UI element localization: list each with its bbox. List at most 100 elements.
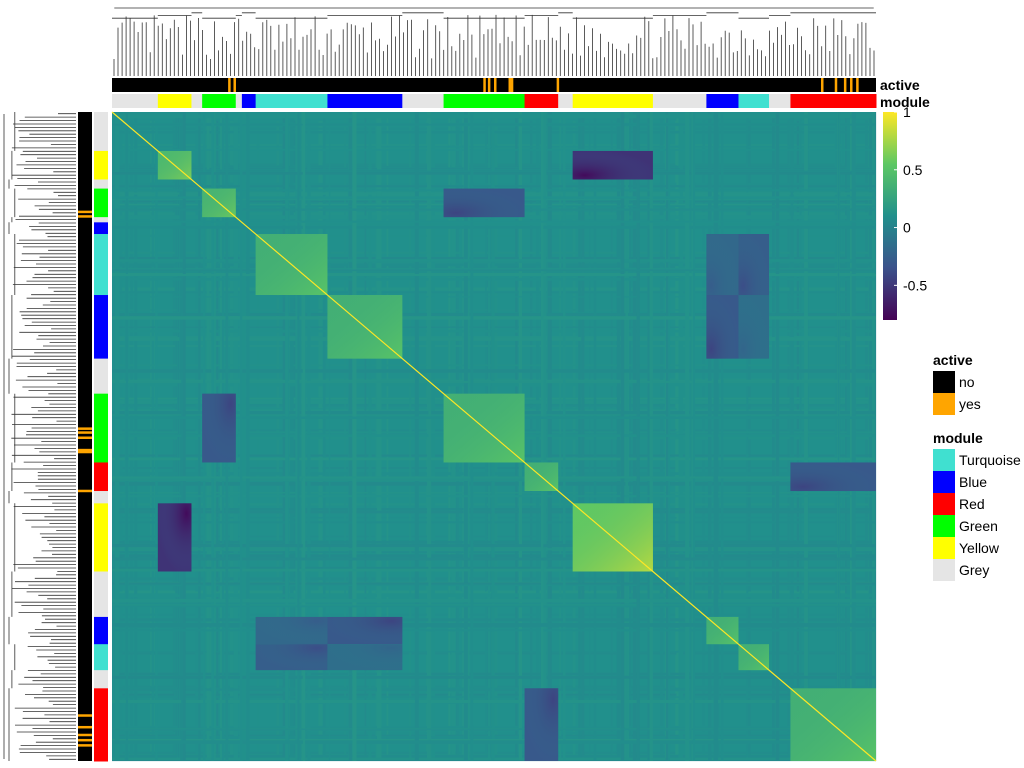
heatmap-texture-col bbox=[364, 112, 367, 761]
top-module-segment-grey bbox=[402, 94, 445, 108]
left-active-yes-mark bbox=[78, 489, 92, 493]
heatmap-texture-row bbox=[112, 544, 876, 548]
heatmap-texture-col bbox=[685, 112, 690, 761]
heatmap-texture-row bbox=[112, 171, 876, 174]
heatmap-texture-row bbox=[112, 337, 876, 341]
heatmap-texture-col bbox=[307, 112, 311, 761]
heatmap-texture-row bbox=[112, 267, 876, 271]
left-module-segment-turquoise bbox=[94, 234, 108, 296]
top-module-segment-blue bbox=[241, 94, 257, 108]
heatmap-texture-row bbox=[112, 693, 876, 696]
heatmap-texture-row bbox=[112, 521, 876, 524]
heatmap-texture-col bbox=[632, 112, 637, 761]
heatmap-texture-col bbox=[679, 112, 683, 761]
legend-swatch-red bbox=[933, 493, 955, 515]
heatmap-texture-col bbox=[179, 112, 182, 761]
heatmap-texture-row bbox=[112, 472, 876, 476]
heatmap-texture-col bbox=[647, 112, 652, 761]
colorbar-gradient bbox=[883, 112, 897, 320]
left-module-segment-grey bbox=[94, 358, 108, 395]
heatmap-texture-row bbox=[112, 117, 876, 121]
legend-swatch-green bbox=[933, 515, 955, 537]
heatmap-texture-row bbox=[112, 144, 876, 149]
heatmap-texture-col bbox=[687, 112, 693, 761]
heatmap-texture-col bbox=[868, 112, 873, 761]
heatmap-texture-row bbox=[112, 265, 876, 269]
left-active-annotation-bar bbox=[78, 112, 92, 761]
heatmap-texture-col bbox=[624, 112, 629, 761]
heatmap-texture-col bbox=[834, 112, 839, 761]
heatmap-negative-shade bbox=[157, 503, 192, 572]
left-module-segment-turquoise bbox=[94, 644, 108, 671]
legend-title-active: active bbox=[933, 352, 973, 368]
colorbar-tick-label: 1 bbox=[903, 104, 911, 120]
heatmap-texture-col bbox=[846, 112, 851, 761]
colorbar-tick-label: 0.5 bbox=[903, 162, 923, 178]
heatmap-texture-row bbox=[112, 287, 876, 291]
left-module-segment-green bbox=[94, 393, 108, 463]
heatmap-texture-col bbox=[303, 112, 307, 761]
heatmap-texture-row bbox=[112, 604, 876, 608]
heatmap-texture-row bbox=[112, 477, 876, 482]
heatmap-texture-col bbox=[593, 112, 597, 761]
top-module-segment-grey bbox=[112, 94, 159, 108]
heatmap-texture-col bbox=[195, 112, 199, 761]
heatmap-texture-row bbox=[112, 510, 876, 514]
heatmap-texture-row bbox=[112, 269, 876, 272]
heatmap-texture-col bbox=[151, 112, 155, 761]
heatmap-texture-row bbox=[112, 725, 876, 730]
heatmap-texture-row bbox=[112, 623, 876, 627]
top-active-yes-mark bbox=[843, 78, 847, 92]
top-module-segment-grey bbox=[235, 94, 243, 108]
heatmap-texture-row bbox=[112, 381, 876, 385]
heatmap-texture-row bbox=[112, 259, 876, 262]
heatmap-texture-row bbox=[112, 272, 876, 275]
heatmap-texture-row bbox=[112, 516, 876, 519]
heatmap-texture-row bbox=[112, 114, 876, 119]
heatmap-texture-col bbox=[375, 112, 378, 761]
heatmap-texture-col bbox=[872, 112, 877, 761]
heatmap-texture-row bbox=[112, 613, 876, 616]
heatmap-texture-row bbox=[112, 503, 876, 506]
heatmap-texture-row bbox=[112, 548, 876, 551]
heatmap-texture-row bbox=[112, 495, 876, 498]
heatmap-texture-col bbox=[678, 112, 682, 761]
heatmap-texture-col bbox=[295, 112, 300, 761]
heatmap-texture-row bbox=[112, 167, 876, 169]
heatmap-texture-col bbox=[837, 112, 840, 761]
heatmap-texture-col bbox=[713, 112, 718, 761]
heatmap-texture-col bbox=[799, 112, 802, 761]
heatmap-texture-row bbox=[112, 165, 876, 168]
heatmap-texture-col bbox=[181, 112, 185, 761]
heatmap-texture-row bbox=[112, 172, 876, 175]
heatmap-texture-row bbox=[112, 476, 876, 479]
heatmap-texture-col bbox=[429, 112, 433, 761]
heatmap-texture-row bbox=[112, 145, 876, 148]
top-active-yes-mark bbox=[556, 78, 560, 92]
left-active-yes-mark bbox=[78, 725, 92, 729]
heatmap-texture-row bbox=[112, 378, 876, 381]
heatmap-texture-col bbox=[796, 112, 800, 761]
heatmap-texture-row bbox=[112, 601, 876, 605]
legend-label-red: Red bbox=[959, 496, 985, 512]
heatmap-texture-col bbox=[118, 112, 123, 761]
heatmap-texture-col bbox=[414, 112, 419, 761]
heatmap-texture-row bbox=[112, 590, 876, 593]
heatmap-texture-col bbox=[851, 112, 857, 761]
heatmap-texture-row bbox=[112, 740, 876, 744]
heatmap-texture-row bbox=[112, 736, 876, 739]
heatmap-texture-row bbox=[112, 740, 876, 745]
top-module-segment-yellow bbox=[572, 94, 654, 108]
left-active-yes-mark bbox=[78, 744, 92, 747]
heatmap-texture-row bbox=[112, 728, 876, 730]
heatmap-texture-col bbox=[282, 112, 286, 761]
heatmap-texture-row bbox=[112, 274, 876, 278]
heatmap-texture-col bbox=[430, 112, 435, 761]
heatmap-texture-row bbox=[112, 599, 876, 603]
left-dendrogram-branches bbox=[3, 112, 76, 761]
heatmap-texture-row bbox=[112, 222, 876, 226]
heatmap-texture-col bbox=[150, 112, 155, 761]
top-active-yes-mark bbox=[508, 78, 512, 92]
heatmap-texture-col bbox=[172, 112, 177, 761]
heatmap-texture-row bbox=[112, 380, 876, 384]
